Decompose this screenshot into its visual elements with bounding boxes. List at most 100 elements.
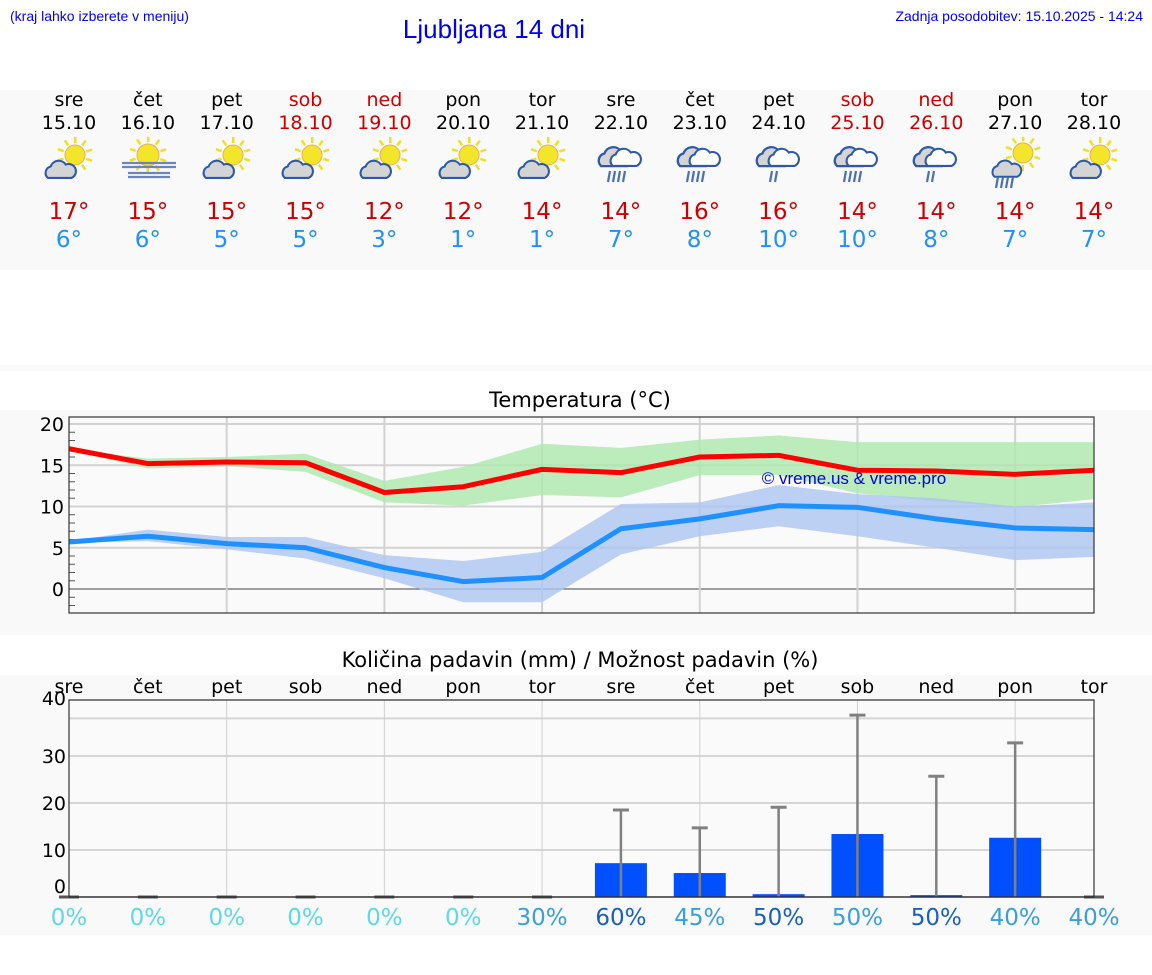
partly-cloudy-icon xyxy=(435,136,491,187)
day-date: 16.10 xyxy=(120,112,176,134)
max-temp: 16° xyxy=(679,199,721,225)
rain-heavy-icon xyxy=(593,137,649,187)
precip-day-label: pon xyxy=(997,676,1033,698)
precip-day-label: tor xyxy=(528,676,556,698)
forecast-strip xyxy=(0,90,1152,270)
min-temp: 7° xyxy=(1002,227,1029,253)
day-name: ned xyxy=(366,89,403,111)
precip-day-label: ned xyxy=(366,676,403,698)
partly-cloudy-icon xyxy=(356,136,412,187)
day-date: 21.10 xyxy=(514,112,570,134)
y-tick-label: 10 xyxy=(40,497,64,519)
max-temp: 15° xyxy=(285,199,326,225)
precip-probability: 60% xyxy=(595,905,647,931)
precip-probability: 45% xyxy=(674,905,726,931)
max-temp: 15° xyxy=(127,199,169,225)
rain-heavy-icon xyxy=(672,137,728,187)
y-tick-label: 5 xyxy=(52,538,64,560)
precip-day-label: sob xyxy=(840,676,875,698)
day-name: sre xyxy=(54,89,84,111)
y-tick-label: 40 xyxy=(42,688,66,710)
precip-probability: 50% xyxy=(753,905,805,931)
location-hint: (kraj lahko izberete v meniju) xyxy=(10,8,189,24)
max-temp: 14° xyxy=(994,199,1036,225)
precip-probability: 0% xyxy=(366,905,403,931)
day-name: pet xyxy=(763,89,795,111)
sun-cloud-rain-icon xyxy=(987,134,1043,189)
partly-cloudy-icon xyxy=(41,136,97,187)
min-temp: 10° xyxy=(837,227,878,253)
day-name: čet xyxy=(684,89,715,111)
precip-probability: 40% xyxy=(1068,905,1120,931)
precip-day-label: pet xyxy=(763,676,795,698)
day-name: sob xyxy=(840,89,875,111)
precip-probability: 0% xyxy=(208,905,245,931)
partly-cloudy-icon xyxy=(514,136,570,187)
plot-frame xyxy=(68,416,1095,614)
precip-probability: 0% xyxy=(50,905,88,931)
max-temp: 14° xyxy=(915,199,957,225)
day-date: 28.10 xyxy=(1066,112,1122,134)
day-name: sob xyxy=(288,89,323,111)
day-name: pet xyxy=(211,89,243,111)
y-tick-label: 30 xyxy=(42,746,66,768)
precip-probability: 50% xyxy=(831,905,884,931)
partly-cloudy-icon xyxy=(199,136,255,187)
day-date: 19.10 xyxy=(357,112,412,134)
day-date: 17.10 xyxy=(199,112,254,134)
max-temp: 14° xyxy=(837,199,878,225)
day-name: pon xyxy=(997,89,1033,111)
y-tick-label: 10 xyxy=(42,840,66,862)
divider xyxy=(0,365,1152,371)
day-date: 20.10 xyxy=(436,112,491,134)
precip-plot-area xyxy=(69,700,1094,897)
y-tick-label: 20 xyxy=(40,414,64,436)
day-date: 24.10 xyxy=(751,112,806,134)
rain-heavy-icon xyxy=(829,137,885,187)
precip-probability: 0% xyxy=(287,905,324,931)
precip-day-label: sre xyxy=(54,676,84,698)
precip-day-label: ned xyxy=(918,676,955,698)
precip-probability: 0% xyxy=(129,905,167,931)
day-name: čet xyxy=(133,89,163,111)
precip-probability: 30% xyxy=(516,905,568,931)
precip-probability: 40% xyxy=(989,905,1041,931)
min-temp: 5° xyxy=(213,227,240,253)
day-date: 26.10 xyxy=(909,112,964,134)
min-temp: 8° xyxy=(923,227,950,253)
precip-probability: 0% xyxy=(444,905,482,931)
day-date: 22.10 xyxy=(593,112,649,134)
day-date: 27.10 xyxy=(987,112,1043,134)
min-temp: 8° xyxy=(686,227,713,253)
max-temp: 16° xyxy=(758,199,799,225)
min-temp: 1° xyxy=(528,227,556,253)
min-temp: 1° xyxy=(450,227,477,253)
min-temp: 7° xyxy=(1080,227,1108,253)
min-temp-line xyxy=(68,503,1095,585)
precip-day-label: čet xyxy=(133,676,163,698)
max-temp: 14° xyxy=(1073,199,1115,225)
precip-probability: 50% xyxy=(910,905,962,931)
y-tick-label: 0 xyxy=(54,876,66,898)
day-date: 15.10 xyxy=(41,112,97,134)
last-updated: Zadnja posodobitev: 15.10.2025 - 14:24 xyxy=(895,8,1143,24)
precip-chart-title: Količina padavin (mm) / Možnost padavin … xyxy=(341,648,819,672)
min-temp: 10° xyxy=(758,227,799,253)
precip-frame xyxy=(68,699,1095,897)
min-temp: 3° xyxy=(371,227,398,253)
max-temp-line xyxy=(68,446,1095,495)
min-temp: 7° xyxy=(607,227,634,253)
precip-day-label: sre xyxy=(606,676,636,698)
partly-cloudy-icon xyxy=(278,136,334,187)
day-date: 23.10 xyxy=(672,112,727,134)
day-name: sre xyxy=(606,89,636,111)
precip-day-label: sob xyxy=(288,676,323,698)
day-name: tor xyxy=(528,89,556,111)
day-name: tor xyxy=(1080,89,1108,111)
y-tick-label: 0 xyxy=(52,579,64,601)
min-temp: 6° xyxy=(55,227,83,253)
rain-light-icon xyxy=(751,137,807,187)
day-date: 18.10 xyxy=(278,112,333,134)
max-temp: 12° xyxy=(442,199,484,225)
